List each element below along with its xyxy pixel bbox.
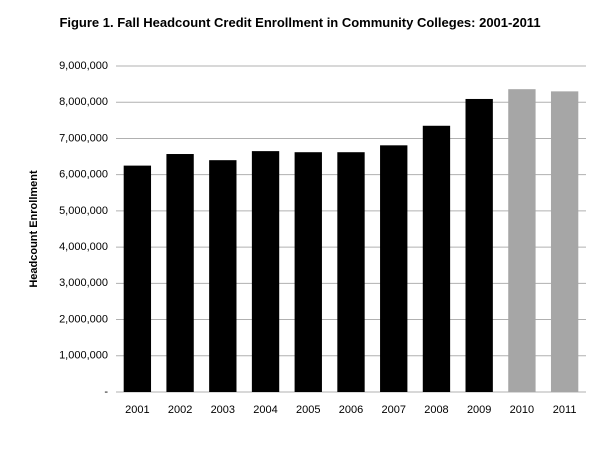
bar bbox=[380, 145, 408, 392]
x-tick-label: 2006 bbox=[339, 404, 363, 416]
y-tick-label: 5,000,000 bbox=[59, 205, 108, 217]
bar bbox=[251, 151, 280, 392]
y-tick-label: 9,000,000 bbox=[59, 60, 108, 72]
x-tick-label: 2009 bbox=[467, 404, 491, 416]
y-axis-label: Headcount Enrollment bbox=[28, 170, 40, 288]
bar bbox=[422, 125, 451, 393]
y-tick-label: 4,000,000 bbox=[59, 241, 108, 253]
bar bbox=[550, 91, 579, 392]
bar bbox=[294, 152, 322, 392]
x-tick-label: 2002 bbox=[168, 404, 192, 416]
x-tick-label: 2008 bbox=[424, 404, 448, 416]
x-tick-label: 2005 bbox=[296, 404, 320, 416]
bar bbox=[508, 89, 536, 392]
y-tick-label: 6,000,000 bbox=[59, 169, 108, 181]
x-tick-label: 2003 bbox=[211, 404, 235, 416]
y-tick-label: - bbox=[104, 386, 108, 398]
y-tick-label: 3,000,000 bbox=[59, 277, 108, 289]
y-tick-label: 1,000,000 bbox=[59, 350, 108, 362]
x-tick-label: 2001 bbox=[125, 404, 149, 416]
x-tick-label: 2010 bbox=[510, 404, 534, 416]
y-tick-label: 8,000,000 bbox=[59, 96, 108, 108]
y-tick-label: 2,000,000 bbox=[59, 313, 108, 325]
bar bbox=[337, 152, 365, 392]
bar bbox=[166, 154, 194, 392]
bar bbox=[209, 160, 237, 392]
y-tick-label: 7,000,000 bbox=[59, 132, 108, 144]
bar bbox=[465, 98, 493, 392]
x-tick-label: 2011 bbox=[553, 404, 577, 416]
chart-title: Figure 1. Fall Headcount Credit Enrollme… bbox=[59, 15, 541, 30]
x-tick-label: 2007 bbox=[381, 404, 405, 416]
bar bbox=[123, 165, 152, 392]
x-tick-label: 2004 bbox=[253, 404, 277, 416]
